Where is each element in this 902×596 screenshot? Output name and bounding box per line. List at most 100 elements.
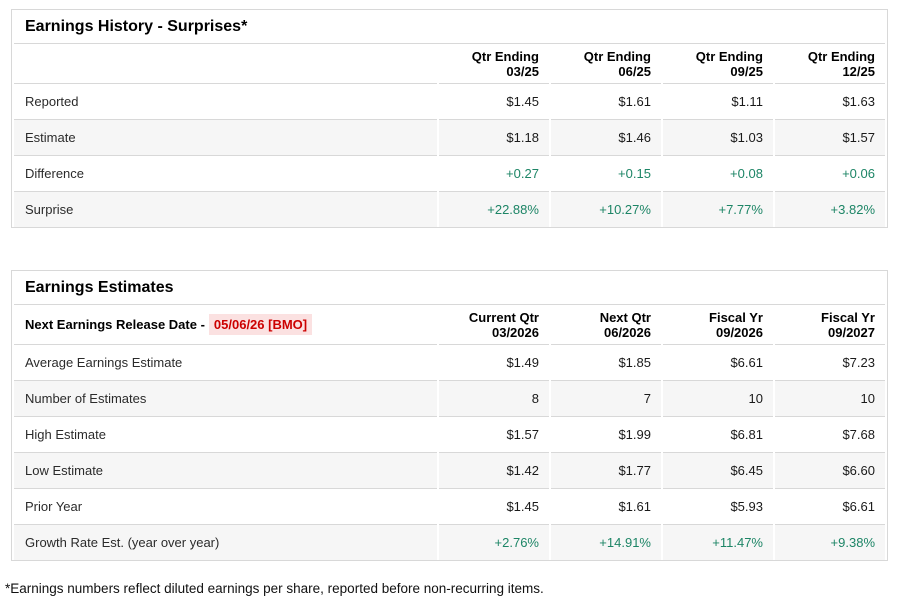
column-header-line1: Current Qtr [468,309,539,325]
column-header-line2: 12/25 [842,63,875,79]
column-header: Qtr Ending 03/25 [438,44,549,84]
cell-value: $7.23 [774,345,885,381]
row-label: Prior Year [14,489,437,525]
cell-value: +0.15 [550,156,661,192]
column-header: Qtr Ending 06/25 [550,44,661,84]
column-header-line2: 06/2026 [603,324,651,340]
earnings-estimates-body: Average Earnings Estimate $1.49 $1.85 $6.61… [14,345,885,560]
column-header-line2: 03/25 [506,63,539,79]
footnote: *Earnings numbers reflect diluted earnin… [5,581,544,596]
cell-value: $5.93 [662,489,773,525]
column-header-line1: Qtr Ending [807,48,875,64]
cell-value: +0.06 [774,156,885,192]
column-header-line1: Fiscal Yr [821,309,875,325]
cell-value: 10 [774,381,885,417]
earnings-history-title-row: Earnings History - Surprises* [14,10,885,44]
column-header-line2: 09/2027 [828,324,875,340]
row-label: Reported [14,84,437,120]
cell-value: $1.63 [774,84,885,120]
row-label: Growth Rate Est. (year over year) [14,525,437,560]
earnings-history-title: Earnings History - Surprises* [14,10,885,44]
cell-value: +10.27% [550,192,661,227]
table-row: Average Earnings Estimate $1.49 $1.85 $6.61… [14,345,885,381]
table-row: Low Estimate $1.42 $1.77 $6.45 $6.60 [14,453,885,489]
cell-value: $1.49 [438,345,549,381]
cell-value: +2.76% [438,525,549,560]
cell-value: +11.47% [662,525,773,560]
header-spacer [14,44,437,84]
column-header-line1: Next Qtr [599,309,651,325]
cell-value: $1.57 [438,417,549,453]
cell-value: $1.46 [550,120,661,156]
release-date-value: 05/06/26 [BMO] [208,314,313,335]
table-row: Growth Rate Est. (year over year) +2.76% +… [14,525,885,560]
column-header: Next Qtr 06/2026 [550,305,661,345]
cell-value: +0.08 [662,156,773,192]
earnings-history-header-row: Qtr Ending 03/25 Qtr Ending 06/25 Qtr Ending… [14,44,885,84]
release-date-label: Next Earnings Release Date - [25,317,205,332]
column-header-line2: 09/25 [730,63,763,79]
column-header-line2: 09/2026 [715,324,763,340]
row-label: High Estimate [14,417,437,453]
cell-value: +3.82% [774,192,885,227]
earnings-history-table: Earnings History - Surprises* Qtr Ending… [11,9,888,228]
cell-value: $1.99 [550,417,661,453]
cell-value: $1.61 [550,489,661,525]
cell-value: $1.77 [550,453,661,489]
column-header: Fiscal Yr 09/2026 [662,305,773,345]
cell-value: $1.85 [550,345,661,381]
column-header-line2: 03/2026 [491,324,539,340]
cell-value: $1.18 [438,120,549,156]
cell-value: $1.61 [550,84,661,120]
cell-value: $6.60 [774,453,885,489]
cell-value: 10 [662,381,773,417]
cell-value: +22.88% [438,192,549,227]
table-row: Reported $1.45 $1.61 $1.11 $1.63 [14,84,885,120]
table-row: Estimate $1.18 $1.46 $1.03 $1.57 [14,120,885,156]
cell-value: $1.57 [774,120,885,156]
cell-value: +14.91% [550,525,661,560]
next-earnings-release-date: Next Earnings Release Date -05/06/26 [BM… [14,305,437,345]
table-row: High Estimate $1.57 $1.99 $6.81 $7.68 [14,417,885,453]
earnings-estimates-header-row: Next Earnings Release Date -05/06/26 [BM… [14,305,885,345]
cell-value: $1.45 [438,489,549,525]
row-label: Surprise [14,192,437,227]
cell-value: $6.81 [662,417,773,453]
cell-value: 7 [550,381,661,417]
column-header: Qtr Ending 12/25 [774,44,885,84]
cell-value: +9.38% [774,525,885,560]
column-header-line1: Qtr Ending [471,48,539,64]
row-label: Average Earnings Estimate [14,345,437,381]
column-header-line2: 06/25 [618,63,651,79]
table-row: Number of Estimates 8 7 10 10 [14,381,885,417]
row-label: Number of Estimates [14,381,437,417]
column-header-line1: Fiscal Yr [709,309,763,325]
table-row: Surprise +22.88% +10.27% +7.77% +3.82% [14,192,885,227]
row-label: Low Estimate [14,453,437,489]
cell-value: $1.03 [662,120,773,156]
earnings-history-body: Reported $1.45 $1.61 $1.11 $1.63 Estimate $1.1… [14,84,885,227]
column-header-line1: Qtr Ending [695,48,763,64]
cell-value: $1.42 [438,453,549,489]
row-label: Estimate [14,120,437,156]
cell-value: $7.68 [774,417,885,453]
earnings-estimates-table: Earnings Estimates Next Earnings Release… [11,270,888,561]
table-row: Difference +0.27 +0.15 +0.08 +0.06 [14,156,885,192]
cell-value: +7.77% [662,192,773,227]
table-row: Prior Year $1.45 $1.61 $5.93 $6.61 [14,489,885,525]
cell-value: $1.11 [662,84,773,120]
cell-value: $6.61 [774,489,885,525]
row-label: Difference [14,156,437,192]
cell-value: $6.61 [662,345,773,381]
earnings-estimates-title-row: Earnings Estimates [14,271,885,305]
column-header: Fiscal Yr 09/2027 [774,305,885,345]
column-header: Qtr Ending 09/25 [662,44,773,84]
cell-value: +0.27 [438,156,549,192]
column-header: Current Qtr 03/2026 [438,305,549,345]
column-header-line1: Qtr Ending [583,48,651,64]
cell-value: $6.45 [662,453,773,489]
cell-value: $1.45 [438,84,549,120]
cell-value: 8 [438,381,549,417]
earnings-estimates-title: Earnings Estimates [14,271,885,305]
